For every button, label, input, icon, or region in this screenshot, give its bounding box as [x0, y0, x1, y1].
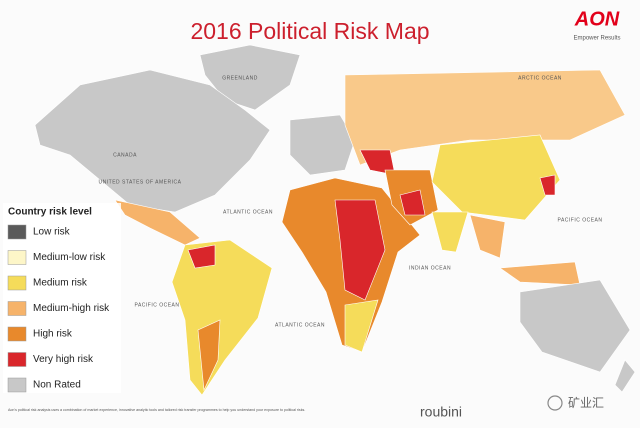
map-label: ATLANTIC OCEAN — [275, 322, 325, 328]
legend-swatch — [7, 275, 27, 291]
partner-logo: roubini — [420, 404, 462, 420]
legend-swatch — [7, 224, 27, 240]
brand-tagline: Empower Results — [573, 36, 620, 42]
map-label: UNITED STATES OF AMERICA — [99, 179, 182, 185]
legend-swatch — [7, 326, 27, 342]
legend-label: Medium risk — [33, 278, 88, 289]
map-labels: GREENLAND ARCTIC OCEAN CANADA UNITED STA… — [99, 75, 602, 328]
map-label: CANADA — [113, 152, 137, 158]
map-label: ATLANTIC OCEAN — [223, 209, 273, 215]
legend: Country risk level Low risk Medium-low ri… — [3, 203, 121, 393]
map-label: INDIAN OCEAN — [409, 265, 451, 271]
map-label: ARCTIC OCEAN — [518, 75, 562, 81]
legend-swatch — [7, 377, 27, 393]
footer-note: Aon's political risk analysis uses a com… — [8, 408, 305, 412]
brand-logo: AON — [574, 8, 620, 30]
legend-label: High risk — [33, 329, 73, 340]
legend-swatch — [7, 301, 27, 316]
legend-label: Low risk — [33, 227, 71, 238]
map-label: GREENLAND — [222, 75, 258, 81]
legend-swatch — [7, 352, 27, 367]
map-label: PACIFIC OCEAN — [134, 302, 179, 308]
watermark: 矿业汇 — [568, 396, 604, 410]
world-map — [34, 44, 636, 396]
legend-swatch — [7, 250, 27, 265]
watermark-icon — [547, 395, 563, 411]
legend-label: Very high risk — [33, 354, 94, 365]
legend-label: Medium-high risk — [33, 303, 110, 314]
legend-title: Country risk level — [8, 207, 92, 218]
title: 2016 Political Risk Map — [190, 18, 429, 44]
legend-label: Non Rated — [33, 380, 81, 391]
map-label: PACIFIC OCEAN — [557, 217, 602, 223]
legend-label: Medium-low risk — [33, 252, 106, 263]
